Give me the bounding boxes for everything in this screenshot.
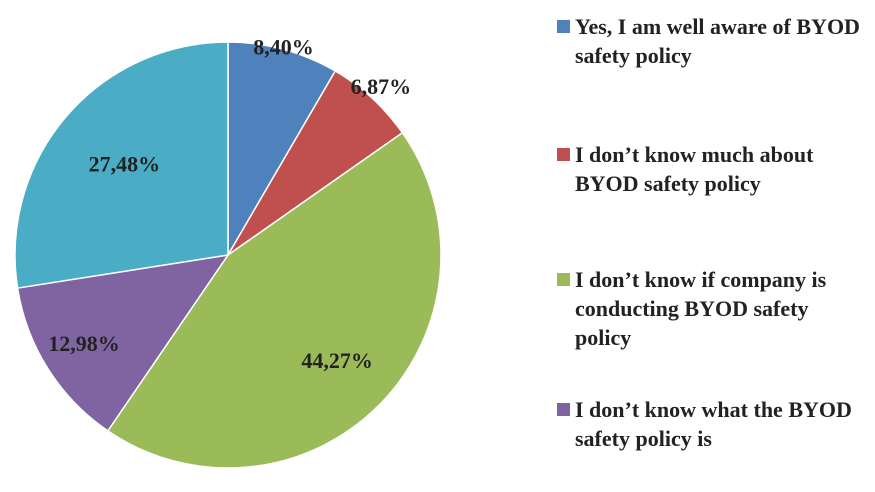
data-label: 44,27% xyxy=(301,348,373,373)
pie-slice xyxy=(227,41,337,258)
data-label: 12,98% xyxy=(48,331,120,356)
data-label: 8,40% xyxy=(253,34,314,59)
pie-slice xyxy=(14,41,229,289)
legend-swatch xyxy=(557,20,570,33)
data-label: 27,48% xyxy=(89,151,161,176)
legend-label: I don’t know much about BYOD safety poli… xyxy=(575,142,814,196)
legend-swatch xyxy=(557,273,570,286)
legend-label: I don’t know if company is conducting BY… xyxy=(575,267,827,350)
legend-swatch xyxy=(557,403,570,416)
pie-slice xyxy=(16,253,230,432)
pie-slice xyxy=(106,131,442,469)
legend-swatch xyxy=(557,148,570,161)
data-label: 6,87% xyxy=(351,74,412,99)
legend-label: Yes, I am well aware of BYOD safety poli… xyxy=(575,14,860,68)
legend-label: I don’t know what the BYOD safety policy… xyxy=(575,397,852,451)
